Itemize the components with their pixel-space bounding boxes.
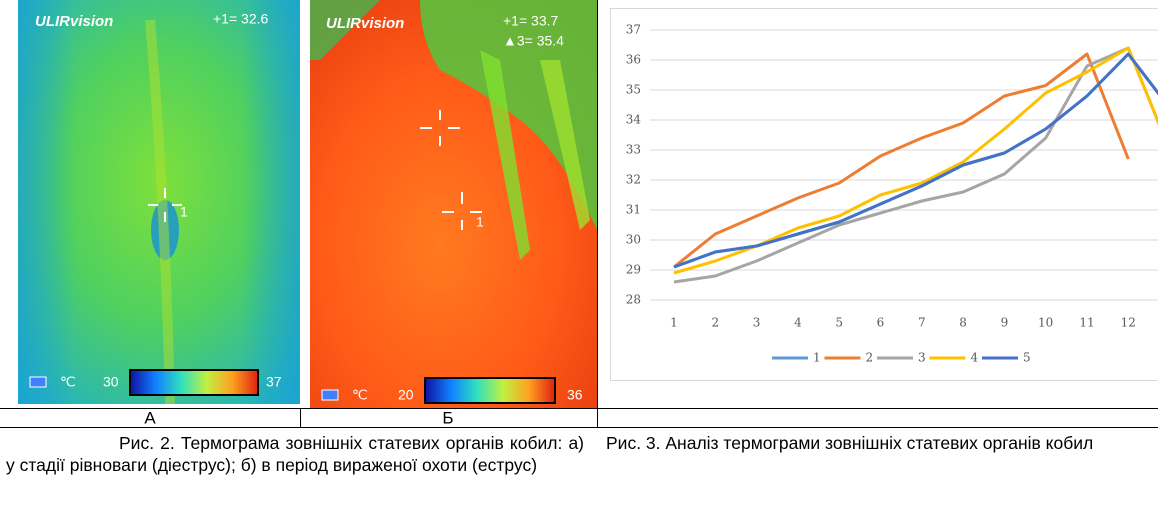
scale-max: 36: [567, 387, 583, 403]
thermogram-a: ULIRvision +1= 32.6 1 ℃ 30 37: [18, 0, 300, 405]
y-tick-label: 28: [626, 293, 641, 307]
x-tick-label: 11: [1079, 316, 1094, 330]
readout: ▲3= 35.4: [503, 33, 564, 49]
figure-label: Б: [442, 408, 453, 427]
x-tick-label: 4: [794, 316, 802, 330]
y-tick-label: 31: [626, 203, 641, 217]
thermogram-b: ULIRvision +1= 33.7 ▲3= 35.4 1 ℃ 20 36: [310, 0, 597, 408]
x-tick-label: 12: [1121, 316, 1136, 330]
x-tick-label: 7: [918, 316, 926, 330]
scale-min: 20: [398, 387, 414, 403]
readout: +1= 32.6: [213, 11, 268, 27]
y-tick-label: 37: [626, 23, 641, 37]
scale-max: 37: [266, 374, 282, 390]
brand: ULIRvision: [326, 15, 404, 32]
readout: +1= 33.7: [503, 13, 558, 29]
unit: ℃: [60, 374, 76, 390]
y-tick-label: 32: [626, 173, 641, 187]
y-tick-label: 29: [626, 263, 641, 277]
x-tick-label: 2: [711, 316, 719, 330]
figure-label: А: [144, 408, 156, 427]
series-line: [673, 52, 1158, 269]
legend-label: 1: [813, 351, 821, 365]
x-tick-label: 3: [753, 316, 761, 330]
x-tick-label: 6: [877, 316, 885, 330]
caption: Рис. 3. Аналіз термограми зовнішніх стат…: [606, 433, 1094, 453]
y-tick-label: 35: [626, 83, 641, 97]
series-line: [673, 46, 1158, 284]
marker-label: 1: [476, 214, 484, 230]
y-tick-label: 33: [626, 143, 641, 157]
legend-label: 5: [1023, 351, 1031, 365]
x-tick-label: 8: [959, 316, 967, 330]
legend-label: 4: [971, 351, 979, 365]
x-tick-label: 1: [670, 316, 678, 330]
caption: Рис. 2. Термограма зовнішніх статевих ор…: [6, 433, 584, 475]
table-borders: [0, 0, 1158, 428]
y-tick-label: 30: [626, 233, 641, 247]
legend-label: 3: [918, 351, 926, 365]
brand: ULIRvision: [35, 13, 113, 30]
series-line: [673, 52, 1130, 269]
marker-label: 1: [180, 204, 188, 220]
y-tick-label: 34: [626, 113, 642, 127]
x-tick-label: 9: [1001, 316, 1009, 330]
x-tick-label: 5: [835, 316, 843, 330]
x-tick-label: 10: [1038, 316, 1053, 330]
figure-area: ULIRvision +1= 32.6 1 ℃ 30 37 ULIRvision…: [0, 0, 1158, 428]
scale-min: 30: [103, 374, 119, 390]
y-tick-label: 36: [626, 53, 641, 67]
legend-label: 2: [866, 351, 874, 365]
unit: ℃: [352, 387, 368, 403]
